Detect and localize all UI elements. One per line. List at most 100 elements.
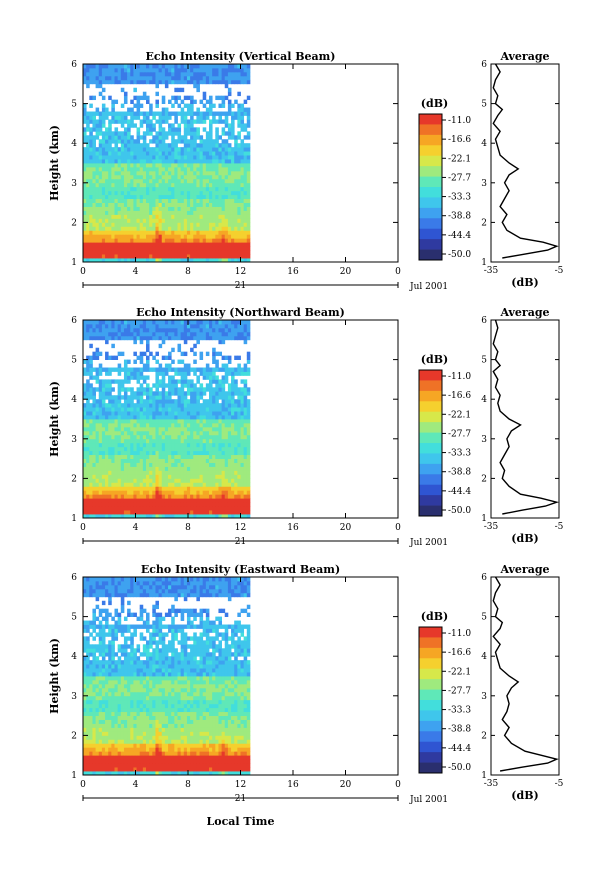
heatmap-cell	[101, 399, 106, 404]
heatmap-cell	[177, 139, 182, 144]
heatmap-cell	[117, 64, 122, 69]
heatmap-cell	[174, 139, 178, 144]
heatmap-cell	[227, 771, 232, 776]
heatmap-cell	[177, 246, 182, 251]
heatmap-cell	[243, 415, 248, 420]
heatmap-cell	[227, 371, 232, 376]
heatmap-cell	[105, 198, 109, 203]
heatmap-cell	[174, 367, 178, 372]
heatmap-cell	[190, 478, 194, 483]
heatmap-cell	[171, 170, 175, 176]
heatmap-cell	[234, 135, 238, 140]
heatmap-cell	[218, 226, 222, 231]
heatmap-cell	[180, 258, 185, 263]
heatmap-cell	[111, 210, 115, 215]
heatmap-cell	[231, 426, 235, 432]
heatmap-cell	[149, 131, 153, 136]
heatmap-cell	[164, 210, 169, 215]
heatmap-cell	[130, 426, 134, 432]
heatmap-cell	[218, 478, 222, 483]
heatmap-cell	[215, 323, 219, 329]
heatmap-cell	[221, 163, 226, 168]
heatmap-cell	[83, 75, 87, 81]
heatmap-cell	[174, 238, 178, 243]
heatmap-cell	[83, 119, 87, 124]
heatmap-cell	[86, 327, 90, 333]
heatmap-cell	[146, 226, 150, 231]
heatmap-cell	[146, 419, 150, 424]
heatmap-cell	[136, 163, 141, 168]
heatmap-cell	[111, 218, 115, 223]
heatmap-cell	[199, 250, 204, 255]
profile-y-tick-label: 5	[481, 100, 487, 110]
heatmap-cell	[123, 182, 128, 188]
heatmap-cell	[120, 151, 125, 156]
heatmap-cell	[86, 64, 90, 69]
heatmap-cell	[205, 139, 210, 144]
heatmap-cell	[243, 458, 248, 463]
heatmap-cell	[161, 458, 166, 463]
heatmap-cell	[108, 434, 112, 440]
heatmap-cell	[130, 111, 134, 116]
heatmap-cell	[186, 250, 191, 255]
heatmap-cell	[155, 379, 159, 384]
heatmap-cell	[114, 755, 119, 760]
heatmap-cell	[218, 327, 222, 333]
heatmap-cell	[227, 367, 232, 372]
heatmap-cell	[227, 450, 232, 456]
heatmap-cell	[202, 166, 207, 172]
heatmap-cell	[111, 514, 115, 519]
heatmap-cell	[199, 482, 204, 487]
heatmap-cell	[158, 67, 163, 73]
heatmap-cell	[149, 771, 153, 776]
heatmap-cell	[127, 478, 131, 483]
heatmap-cell	[212, 506, 216, 511]
heatmap-cell	[243, 478, 248, 483]
heatmap-cell	[152, 147, 156, 152]
heatmap-cell	[186, 246, 191, 251]
heatmap-cell	[123, 763, 128, 768]
heatmap-cell	[243, 111, 248, 116]
heatmap-cell	[240, 767, 245, 772]
heatmap-cell	[86, 250, 90, 255]
heatmap-cell	[101, 450, 106, 456]
heatmap-cell	[164, 355, 169, 360]
heatmap-cell	[98, 498, 103, 503]
heatmap-cell	[146, 174, 150, 180]
heatmap-cell	[202, 182, 207, 188]
heatmap-cell	[243, 226, 248, 231]
heatmap-cell	[215, 438, 219, 444]
heatmap-cell	[117, 458, 122, 463]
heatmap-cell	[130, 767, 134, 772]
heatmap-cell	[83, 502, 87, 507]
heatmap-cell	[155, 64, 159, 69]
heatmap-cell	[92, 351, 96, 357]
heatmap-cell	[149, 210, 153, 215]
heatmap-cell	[108, 190, 112, 196]
heatmap-cell	[234, 498, 238, 503]
heatmap-cell	[155, 478, 159, 483]
heatmap-cell	[120, 351, 125, 357]
heatmap-cell	[174, 478, 178, 483]
heatmap-cell	[243, 454, 248, 459]
heatmap-cell	[111, 119, 115, 124]
heatmap-cell	[227, 510, 232, 515]
heatmap-cell	[92, 159, 96, 164]
heatmap-cell	[221, 415, 226, 420]
heatmap-cell	[95, 446, 100, 452]
heatmap-cell	[155, 131, 159, 136]
heatmap-cell	[180, 430, 185, 436]
heatmap-cell	[98, 767, 103, 772]
heatmap-cell	[171, 383, 175, 388]
heatmap-cell	[186, 67, 191, 73]
heatmap-cell	[196, 438, 200, 444]
heatmap-cell	[240, 482, 245, 487]
heatmap-cell	[212, 143, 216, 148]
heatmap-cell	[98, 170, 103, 176]
heatmap-cell	[218, 182, 222, 188]
heatmap-cell	[139, 426, 144, 432]
heatmap-cell	[234, 99, 238, 104]
colorbar-tick-label: -50.0	[448, 250, 471, 260]
heatmap-cell	[127, 395, 131, 400]
heatmap-cell	[190, 71, 194, 77]
